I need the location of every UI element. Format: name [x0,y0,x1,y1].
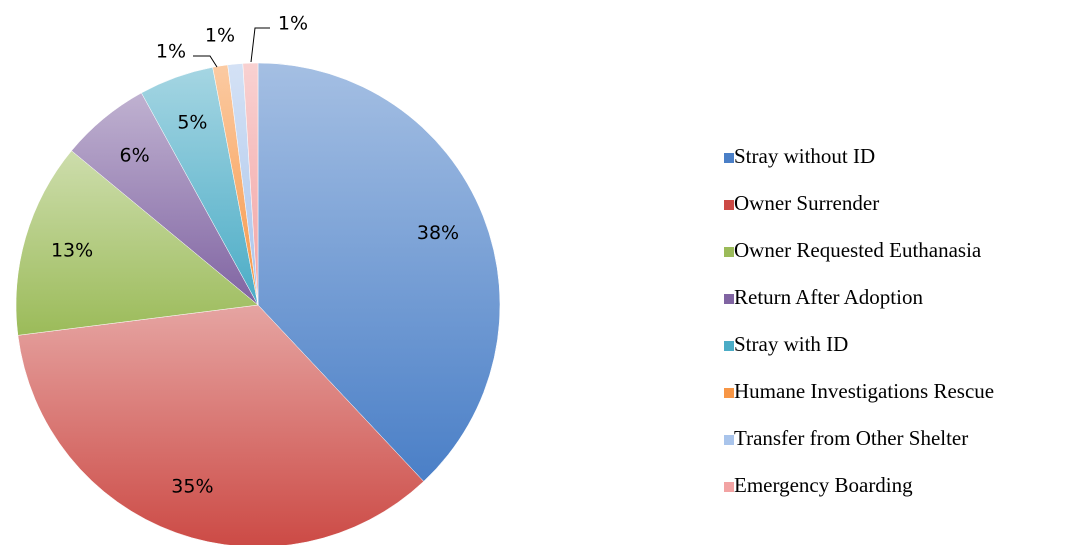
pie-slice [15,150,259,336]
data-label: 38% [417,222,459,244]
data-label: 6% [120,144,150,166]
legend-marker [724,482,734,492]
legend-marker [724,294,734,304]
pie-slice [242,62,259,306]
data-label: 1% [205,25,235,47]
legend-marker [724,153,734,163]
data-label: 1% [278,13,308,35]
legend-marker [724,247,734,257]
leader-line [193,55,218,68]
legend-label: Return After Adoption [734,285,923,309]
data-label: 35% [171,476,213,498]
legend-label: Emergency Boarding [734,473,913,497]
data-label: 13% [51,239,93,261]
pie-slice [17,304,425,545]
legend-marker [724,435,734,445]
legend-label: Owner Surrender [734,191,879,215]
legend-label: Stray without ID [734,144,875,168]
pie-slice [257,62,501,482]
legend-marker [724,388,734,398]
legend-label: Humane Investigations Rescue [734,379,994,403]
legend-marker [724,341,734,351]
legend-label: Transfer from Other Shelter [734,426,968,450]
legend-marker [724,200,734,210]
legend-label: Owner Requested Euthanasia [734,238,982,262]
legend-label: Stray with ID [734,332,848,356]
data-label: 5% [177,111,207,133]
data-label: 1% [156,41,186,63]
leader-line [250,27,270,63]
